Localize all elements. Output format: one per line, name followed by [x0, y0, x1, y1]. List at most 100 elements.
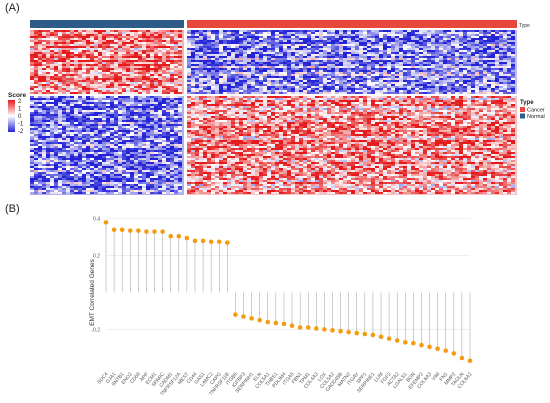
heatmap-cell: [303, 82, 307, 84]
heatmap-cell: [122, 52, 126, 54]
heatmap-cell: [459, 44, 463, 46]
heatmap-cell: [207, 92, 211, 94]
heatmap-cell: [78, 64, 82, 66]
heatmap-cell: [30, 56, 34, 58]
heatmap-cell: [170, 96, 174, 98]
heatmap-cell: [307, 36, 311, 38]
heatmap-cell: [82, 146, 86, 148]
heatmap-cell: [399, 92, 403, 94]
heatmap-cell: [267, 48, 271, 50]
heatmap-cell: [130, 74, 134, 76]
heatmap-cell: [227, 38, 231, 40]
heatmap-cell: [291, 60, 295, 62]
heatmap-cell: [150, 44, 154, 46]
heatmap-cell: [363, 52, 367, 54]
heatmap-cell: [78, 52, 82, 54]
heatmap-cell: [351, 54, 355, 56]
heatmap-cell: [223, 90, 227, 92]
heatmap-cell: [307, 90, 311, 92]
heatmap-cell: [371, 34, 375, 36]
heatmap-cell: [98, 62, 102, 64]
heatmap-cell: [74, 36, 78, 38]
heatmap-cell: [303, 80, 307, 82]
heatmap-cell: [299, 48, 303, 50]
heatmap-cell: [251, 46, 255, 48]
heatmap-cell: [423, 88, 427, 90]
heatmap-cell: [435, 92, 439, 94]
heatmap-cell: [50, 52, 54, 54]
heatmap-cell: [395, 60, 399, 62]
heatmap-cell: [54, 44, 58, 46]
heatmap-cell: [491, 66, 495, 68]
heatmap-cell: [150, 90, 154, 92]
heatmap-cell: [227, 66, 231, 68]
heatmap-cell: [34, 76, 38, 78]
heatmap-cell: [263, 46, 267, 48]
heatmap-cell: [46, 80, 50, 82]
heatmap-cell: [267, 88, 271, 90]
heatmap-cell: [399, 38, 403, 40]
heatmap-cell: [102, 110, 106, 112]
heatmap-cell: [178, 84, 182, 86]
heatmap-cell: [307, 54, 311, 56]
heatmap-cell: [503, 82, 507, 84]
heatmap-cell: [98, 72, 102, 74]
heatmap-cell: [387, 60, 391, 62]
heatmap-cell: [219, 40, 223, 42]
heatmap-cell: [126, 38, 130, 40]
heatmap-cell: [66, 58, 70, 60]
heatmap-cell: [459, 88, 463, 90]
heatmap-cell: [231, 46, 235, 48]
heatmap-cell: [54, 114, 58, 116]
heatmap-cell: [455, 78, 459, 80]
heatmap-cell: [102, 80, 106, 82]
heatmap-cell: [467, 86, 471, 88]
heatmap-cell: [343, 78, 347, 80]
heatmap-cell: [411, 38, 415, 40]
heatmap-cell: [295, 40, 299, 42]
heatmap-cell: [475, 68, 479, 70]
heatmap-cell: [283, 42, 287, 44]
heatmap-cell: [383, 44, 387, 46]
heatmap-cell: [195, 40, 199, 42]
heatmap-cell: [138, 76, 142, 78]
heatmap-cell: [247, 62, 251, 64]
heatmap-cell: [499, 76, 503, 78]
heatmap-cell: [138, 84, 142, 86]
heatmap-cell: [375, 42, 379, 44]
heatmap-cell: [142, 92, 146, 94]
heatmap-cell: [178, 70, 182, 72]
heatmap-cell: [142, 102, 146, 104]
heatmap-cell: [359, 72, 363, 74]
heatmap-cell: [78, 144, 82, 146]
heatmap-cell: [415, 34, 419, 36]
heatmap-cell: [174, 148, 178, 150]
heatmap-cell: [411, 48, 415, 50]
heatmap-cell: [70, 108, 74, 110]
heatmap-cell: [150, 98, 154, 100]
heatmap-cell: [166, 52, 170, 54]
heatmap-cell: [70, 142, 74, 144]
heatmap-cell: [279, 48, 283, 50]
heatmap-cell: [90, 80, 94, 82]
heatmap-cell: [66, 46, 70, 48]
heatmap-cell: [110, 98, 114, 100]
heatmap-cell: [106, 84, 110, 86]
heatmap-cell: [138, 138, 142, 140]
heatmap-cell: [327, 68, 331, 70]
heatmap-cell: [166, 90, 170, 92]
heatmap-cell: [110, 114, 114, 116]
heatmap-cell: [243, 88, 247, 90]
heatmap-cell: [323, 36, 327, 38]
heatmap-cell: [50, 128, 54, 130]
heatmap-cell: [471, 62, 475, 64]
heatmap-cell: [94, 144, 98, 146]
heatmap-cell: [62, 136, 66, 138]
heatmap-cell: [130, 96, 134, 98]
heatmap-cell: [431, 32, 435, 34]
heatmap-cell: [122, 34, 126, 36]
heatmap-cell: [379, 74, 383, 76]
heatmap-cell: [126, 82, 130, 84]
heatmap-cell: [178, 154, 182, 156]
heatmap-cell: [471, 88, 475, 90]
